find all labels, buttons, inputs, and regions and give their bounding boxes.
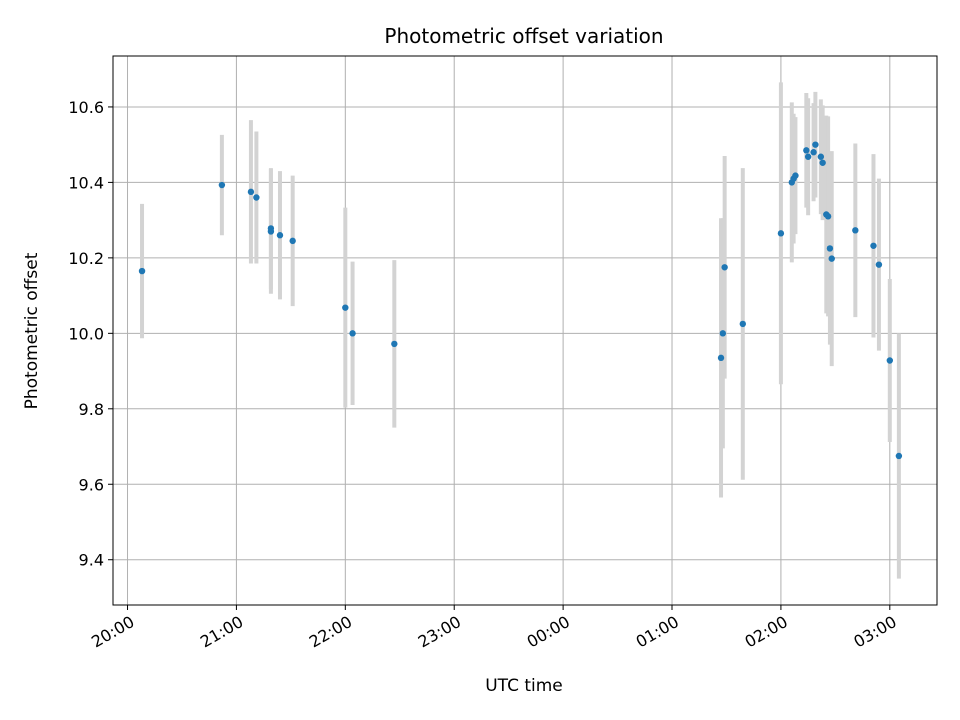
- data-point: [391, 340, 398, 348]
- y-axis-label: Photometric offset: [22, 252, 42, 409]
- y-tick-label: 9.8: [79, 400, 104, 419]
- data-point: [289, 237, 296, 245]
- data-point: [870, 242, 877, 249]
- data-point: [826, 245, 834, 252]
- y-tick-label: 9.6: [79, 475, 104, 494]
- data-point: [804, 153, 812, 160]
- y-tick-label: 9.4: [79, 551, 104, 570]
- y-tick-label: 10.4: [68, 173, 104, 192]
- data-point: [875, 261, 883, 268]
- data-point: [803, 147, 810, 154]
- y-axis-ticks: 9.4 9.6 9.8 10.0 10.2 10.4 10.6: [68, 98, 113, 570]
- data-point: [819, 159, 826, 166]
- y-tick-label: 10.0: [68, 324, 104, 343]
- data-point: [276, 232, 284, 239]
- data-point: [349, 330, 356, 337]
- data-point: [247, 188, 255, 196]
- data-point: [721, 264, 728, 271]
- x-axis-label: UTC time: [485, 676, 563, 696]
- data-point: [138, 267, 146, 275]
- data-point: [824, 213, 832, 220]
- data-point: [739, 320, 746, 328]
- plot-frame: [112, 55, 938, 606]
- data-point: [810, 149, 817, 156]
- data-point: [895, 452, 903, 460]
- data-point: [812, 141, 819, 148]
- data-point: [717, 354, 725, 362]
- data-point: [267, 228, 275, 235]
- y-tick-label: 10.2: [68, 249, 104, 268]
- chart-title: Photometric offset variation: [384, 24, 663, 48]
- data-point: [828, 255, 835, 262]
- data-point: [852, 227, 859, 234]
- data-point: [792, 172, 799, 179]
- data-point: [218, 181, 226, 189]
- data-point: [777, 230, 785, 237]
- data-point: [817, 153, 825, 160]
- data-points: [138, 141, 903, 460]
- data-point: [253, 194, 260, 201]
- data-point: [886, 357, 894, 364]
- data-point: [342, 304, 349, 311]
- y-tick-label: 10.6: [68, 98, 104, 117]
- data-point: [719, 330, 727, 337]
